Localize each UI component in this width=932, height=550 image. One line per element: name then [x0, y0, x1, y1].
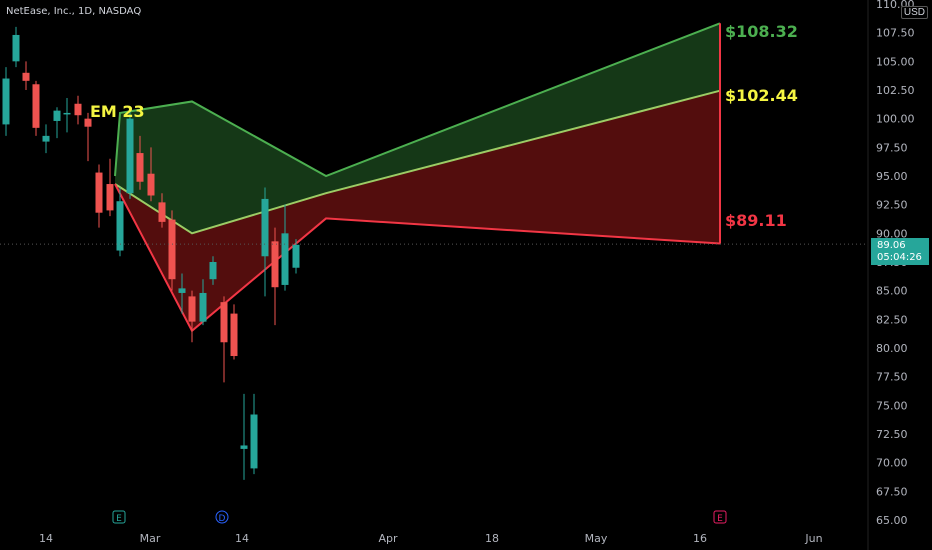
x-tick-label: Jun [804, 532, 822, 545]
y-tick-label: 67.50 [876, 485, 908, 498]
y-tick-label: 82.50 [876, 313, 908, 326]
candle-body [147, 173, 155, 196]
x-tick-label: 18 [485, 532, 499, 545]
event-label: D [219, 514, 226, 524]
lower-target-label: $89.11 [725, 211, 787, 230]
y-tick-label: 97.50 [876, 141, 908, 154]
x-tick-label: Apr [378, 532, 398, 545]
candle-body [53, 110, 61, 121]
x-tick-label: 14 [39, 532, 53, 545]
upper-band-fill [115, 23, 720, 234]
earnings-event-icon [112, 510, 126, 524]
y-tick-label: 105.00 [876, 55, 915, 68]
currency-badge[interactable]: USD [900, 6, 928, 19]
candle-body [199, 292, 207, 322]
y-tick-label: 72.50 [876, 428, 908, 441]
lower-band-fill [115, 90, 720, 331]
em-label: EM 23 [90, 102, 145, 121]
last-price-value: 89.06 [877, 240, 906, 251]
candle-body [12, 34, 20, 62]
candle-body [63, 112, 71, 115]
candle-body [261, 198, 269, 257]
y-tick-label: 95.00 [876, 170, 908, 183]
candle-body [220, 302, 228, 343]
candle-body [188, 296, 196, 322]
upper-target-label: $108.32 [725, 22, 798, 41]
candle-body [95, 172, 103, 213]
candle-body [168, 219, 176, 280]
y-tick-label: 65.00 [876, 514, 908, 527]
y-tick-label: 92.50 [876, 199, 908, 212]
candle-body [22, 72, 30, 81]
dividend-event-icon [215, 510, 229, 524]
lower-band-line [114, 183, 721, 333]
earnings-event-icon [713, 510, 727, 524]
y-tick-label: 107.50 [876, 27, 915, 40]
countdown-timer: 05:04:26 [877, 252, 922, 263]
last-price-tag: 89.06 05:04:26 [871, 238, 929, 265]
candle-body [84, 118, 92, 127]
candle-body [240, 445, 248, 449]
candle-body [209, 262, 217, 280]
x-axis: 14 Mar 14 Apr 18 May 16 Jun [39, 532, 823, 545]
y-tick-label: 75.00 [876, 399, 908, 412]
symbol-header: NetEase, Inc., 1D, NASDAQ [6, 6, 142, 17]
y-tick-label: 110.00 [876, 0, 915, 11]
x-tick-label: 16 [693, 532, 707, 545]
candle-body [230, 313, 238, 357]
y-tick-label: 102.50 [876, 84, 915, 97]
candle-body [250, 414, 258, 469]
candle-body [271, 241, 279, 288]
x-tick-label: Mar [140, 532, 161, 545]
x-tick-label: May [585, 532, 608, 545]
candle-body [116, 201, 124, 251]
y-tick-label: 90.00 [876, 227, 908, 240]
y-tick-label: 100.00 [876, 113, 915, 126]
candle-body [74, 103, 82, 116]
candle-body [106, 184, 114, 211]
candle-body [281, 233, 289, 285]
candle-body [292, 244, 300, 268]
y-tick-label: 70.00 [876, 457, 908, 470]
y-tick-label: 77.50 [876, 371, 908, 384]
y-tick-label: 80.00 [876, 342, 908, 355]
y-tick-label: 85.00 [876, 285, 908, 298]
x-tick-label: 14 [235, 532, 249, 545]
candle-body [42, 135, 50, 142]
candle-body [158, 202, 166, 222]
mid-target-label: $102.44 [725, 86, 798, 105]
candle-body [178, 288, 186, 293]
event-label: E [717, 514, 723, 524]
candlestick-series [2, 26, 300, 480]
upper-band-line [114, 22, 721, 178]
candle-body [126, 118, 134, 194]
mid-band-line [114, 89, 721, 235]
candle-body [32, 84, 40, 128]
y-axis: 110.00 107.50 105.00 102.50 100.00 97.50 95.00… [867, 0, 915, 550]
expected-move-bands [114, 22, 721, 333]
candle-body [136, 153, 144, 182]
candle-body [2, 78, 10, 125]
event-label: E [116, 514, 122, 524]
